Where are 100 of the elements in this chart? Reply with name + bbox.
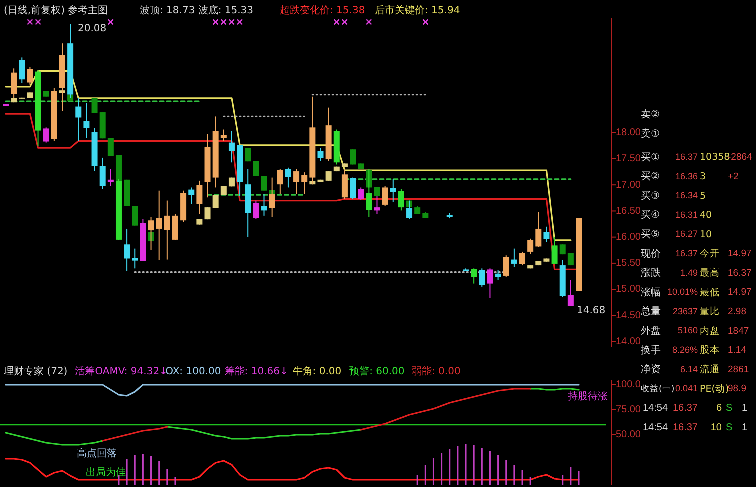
y-tick-label: 15.50 bbox=[616, 258, 642, 270]
text: 净资 bbox=[641, 364, 661, 376]
text: 6.14 bbox=[680, 364, 698, 374]
text: 1 bbox=[742, 403, 748, 414]
candlestick bbox=[294, 168, 300, 196]
candlestick bbox=[568, 280, 574, 307]
text: 买④ bbox=[641, 210, 660, 222]
text: 1.49 bbox=[680, 268, 698, 278]
candlestick bbox=[479, 268, 486, 288]
candlestick bbox=[100, 157, 106, 190]
annotation: 出局为佳 bbox=[86, 466, 126, 479]
candlestick bbox=[358, 187, 364, 201]
text: OX: 100.00 bbox=[166, 366, 222, 378]
candlestick bbox=[43, 127, 50, 144]
candlestick bbox=[326, 171, 332, 182]
candlestick bbox=[228, 130, 235, 164]
text: 14.97 bbox=[728, 248, 752, 260]
candlestick bbox=[342, 168, 348, 200]
y-tick-label: 17.50 bbox=[616, 154, 642, 165]
text: 8.26% bbox=[672, 344, 698, 355]
candlestick bbox=[528, 238, 534, 255]
text: 弱能: 0.00 bbox=[412, 366, 461, 378]
text: 16.37 bbox=[672, 422, 698, 434]
candlestick bbox=[124, 228, 130, 272]
text: 16.27 bbox=[675, 229, 698, 240]
candlestick bbox=[318, 148, 324, 162]
text: 16.37 bbox=[672, 403, 698, 414]
y-tick-label: 16.00 bbox=[616, 232, 642, 243]
text: 外盘 bbox=[641, 326, 661, 338]
text: 14.97 bbox=[728, 287, 752, 298]
text: 买③ bbox=[641, 190, 660, 202]
text: 买⑤ bbox=[641, 230, 660, 241]
text: 内盘 bbox=[700, 326, 720, 337]
text: 卖① bbox=[641, 129, 660, 140]
candlestick bbox=[108, 168, 114, 187]
text: 买① bbox=[641, 152, 660, 164]
candlestick bbox=[253, 160, 260, 177]
y-tick-label: 15.00 bbox=[616, 284, 642, 296]
text: 16.37 bbox=[675, 248, 698, 258]
text: 2.98 bbox=[728, 306, 746, 318]
candlestick bbox=[536, 212, 542, 248]
candlestick bbox=[552, 236, 558, 264]
y-tick-label: 14.50 bbox=[616, 310, 642, 322]
candlestick bbox=[253, 200, 260, 220]
candlestick bbox=[164, 200, 170, 260]
text: 后市关键价: 15.94 bbox=[375, 4, 460, 17]
text: 5 bbox=[700, 190, 706, 202]
text: 筹能: 10.66↓ bbox=[224, 366, 288, 378]
text: 量比 bbox=[700, 306, 720, 318]
candlestick bbox=[132, 206, 138, 226]
y-tick-label: 14.00 bbox=[616, 336, 642, 348]
text: 98.9 bbox=[728, 384, 746, 395]
text: 牛角: 0.00 bbox=[292, 366, 342, 378]
text: 卖② bbox=[641, 110, 660, 121]
text: 3 bbox=[700, 171, 706, 183]
text: 最高 bbox=[700, 268, 720, 280]
candlestick bbox=[204, 207, 211, 220]
text: S bbox=[726, 403, 733, 414]
chart-title: (日线,前复权) 参考主图 bbox=[4, 4, 108, 17]
candlestick bbox=[495, 270, 502, 281]
annotation: 持股待涨 bbox=[568, 390, 608, 403]
annotation: 20.08 bbox=[78, 24, 107, 35]
text: 超跌变化价: 15.38 bbox=[280, 4, 366, 17]
text: 14:54 bbox=[643, 403, 668, 414]
candlestick bbox=[132, 248, 138, 270]
text: 16.31 bbox=[675, 210, 698, 220]
candlestick bbox=[487, 268, 494, 299]
text: 16.36 bbox=[675, 171, 698, 182]
text: 5160 bbox=[678, 326, 698, 336]
text: 收益(一) bbox=[641, 384, 675, 395]
candlestick bbox=[196, 180, 203, 215]
text: 16.37 bbox=[675, 152, 698, 162]
text: -2864 bbox=[728, 152, 752, 164]
candlestick bbox=[220, 129, 227, 142]
text: 16.37 bbox=[728, 268, 752, 279]
text: 40 bbox=[700, 210, 712, 222]
candlestick bbox=[27, 66, 34, 86]
candlestick bbox=[76, 98, 82, 142]
line-series bbox=[5, 70, 572, 242]
text: 10358 bbox=[700, 152, 730, 164]
text: 14:54 bbox=[643, 422, 668, 434]
candlestick bbox=[511, 248, 518, 268]
text: 现价 bbox=[641, 248, 661, 260]
text: 流通 bbox=[700, 364, 720, 376]
text: 16.34 bbox=[675, 190, 698, 201]
text: 最低 bbox=[700, 287, 720, 298]
chart-title: 理财专家 (72) bbox=[4, 366, 68, 378]
text: 今开 bbox=[700, 248, 720, 260]
text: 股本 bbox=[700, 345, 720, 356]
text: 1 bbox=[742, 422, 748, 434]
candlestick bbox=[19, 57, 26, 84]
text: 1.14 bbox=[728, 345, 746, 356]
text: 10 bbox=[700, 229, 712, 240]
candlestick bbox=[544, 226, 550, 243]
chart-subtitle: 波顶: 18.73 波底: 15.33 bbox=[140, 4, 254, 17]
y-tick-label: 100.0 bbox=[616, 380, 642, 391]
text: 1847 bbox=[728, 326, 750, 337]
text: 10 bbox=[710, 422, 722, 434]
candlestick bbox=[84, 102, 90, 139]
annotation: 高点回落 bbox=[77, 448, 117, 460]
